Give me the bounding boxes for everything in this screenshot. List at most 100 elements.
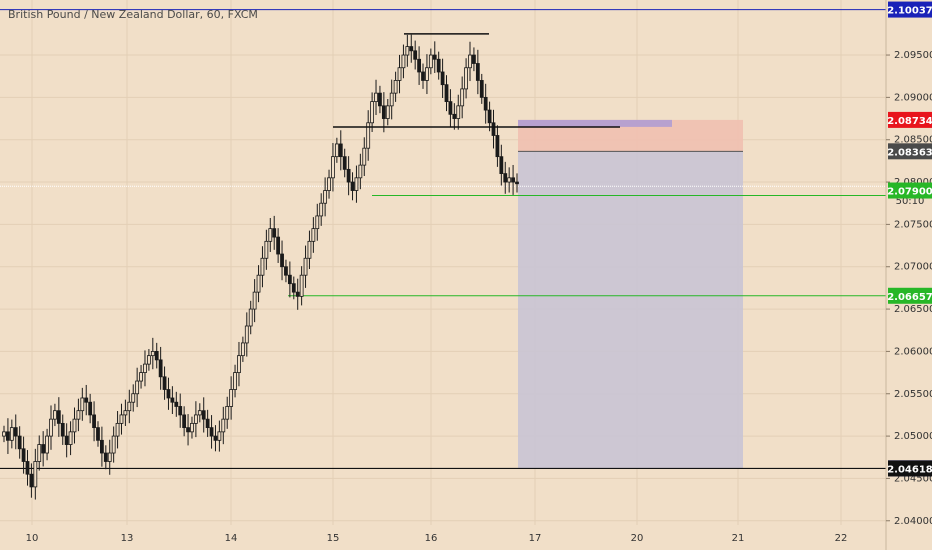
green-support-upper-badge	[888, 182, 932, 199]
candle-body	[425, 67, 429, 81]
candle-body	[370, 101, 375, 124]
stop-highlight-box[interactable]	[518, 119, 672, 127]
candle-body	[432, 54, 437, 60]
candle-body	[499, 156, 504, 174]
candle-body	[201, 410, 206, 420]
take-profit-zone[interactable]	[518, 151, 743, 469]
candle-body	[464, 67, 468, 90]
candle-body	[2, 431, 6, 437]
candle-body	[483, 96, 488, 111]
candle-body	[268, 228, 273, 242]
candle-body	[295, 291, 300, 297]
candle-body	[338, 143, 343, 158]
candle-body	[448, 101, 453, 115]
candle-body	[452, 113, 457, 119]
candle-body	[436, 58, 441, 73]
candle-body	[264, 240, 269, 259]
candle-body	[248, 308, 253, 327]
price-tick-label: 2.06000	[894, 346, 932, 357]
candle-body	[417, 58, 421, 73]
candle-body	[358, 164, 363, 179]
candle-body	[460, 88, 465, 107]
candle-body	[468, 54, 472, 69]
candle-body	[237, 355, 241, 373]
candle-body	[103, 452, 108, 462]
candles	[2, 34, 519, 500]
stop-price-badge	[888, 111, 932, 128]
time-tick-label: 13	[121, 533, 134, 544]
candle-body	[123, 410, 128, 416]
candle-body	[45, 435, 49, 454]
candle-body	[146, 355, 151, 365]
time-tick-label: 20	[631, 533, 644, 544]
candle-body	[405, 46, 410, 56]
time-tick-label: 22	[835, 533, 848, 544]
candle-body	[397, 67, 402, 81]
candle-body	[135, 380, 140, 395]
candle-body	[475, 63, 480, 81]
candle-body	[162, 376, 167, 390]
candle-body	[41, 444, 46, 454]
entry-price-badge	[888, 143, 932, 160]
candle-body	[346, 168, 351, 183]
time-tick-label: 17	[529, 533, 542, 544]
candle-body	[511, 177, 515, 183]
price-badges: 2.100372.087342.083632.0795150:102.07900…	[887, 1, 932, 477]
candle-body	[507, 177, 512, 183]
candle-body	[158, 359, 163, 378]
green-support-upper-badge-label: 2.07900	[887, 187, 932, 198]
candle-body	[37, 444, 42, 462]
time-tick-label: 16	[425, 533, 438, 544]
candle-body	[350, 181, 355, 191]
candle-body	[354, 177, 359, 191]
level-lines[interactable]	[0, 9, 886, 470]
candle-body	[17, 435, 22, 450]
candle-body	[9, 427, 14, 441]
price-tick-label: 2.04000	[894, 516, 932, 527]
candle-body	[487, 109, 492, 124]
candle-body	[334, 143, 339, 158]
price-tick-label: 2.04500	[894, 473, 932, 484]
candle-body	[244, 325, 249, 344]
top-resistance-badge-label: 2.10037	[887, 6, 932, 17]
candle-body	[209, 427, 214, 437]
bottom-support-badge-label: 2.04618	[887, 464, 932, 475]
candle-body	[150, 351, 155, 357]
candle-body	[53, 410, 57, 420]
price-tick-label: 2.06500	[894, 304, 932, 315]
position-zones[interactable]	[518, 119, 743, 469]
candle-body	[409, 46, 414, 52]
candle-body	[413, 50, 418, 60]
candle-body	[107, 452, 112, 462]
candle-body	[284, 266, 288, 276]
candle-body	[331, 156, 335, 179]
candle-body	[252, 291, 257, 310]
candle-body	[299, 274, 304, 297]
resistance-segments[interactable]	[333, 33, 620, 128]
candle-body	[225, 406, 230, 420]
candle-body	[319, 202, 324, 217]
candle-body	[92, 414, 96, 429]
candle-body	[256, 274, 261, 293]
price-axis-background[interactable]	[886, 0, 932, 550]
stop-price-badge-label: 2.08734	[887, 116, 932, 127]
candle-body	[154, 351, 159, 361]
candle-body	[280, 253, 284, 268]
candle-body	[139, 372, 143, 382]
candle-body	[68, 431, 73, 445]
candle-body	[170, 397, 175, 403]
candle-body	[456, 105, 461, 119]
candle-body	[96, 427, 100, 441]
candle-body	[49, 418, 53, 437]
candle-body	[29, 473, 34, 488]
candle-body	[178, 406, 183, 416]
candle-body	[362, 147, 367, 166]
candle-body	[193, 414, 198, 424]
price-tick-label: 2.09000	[894, 92, 932, 103]
candle-body	[393, 80, 398, 94]
candle-body	[428, 54, 433, 69]
candle-body	[115, 422, 120, 437]
candle-body	[127, 401, 132, 412]
candle-body	[197, 410, 202, 416]
